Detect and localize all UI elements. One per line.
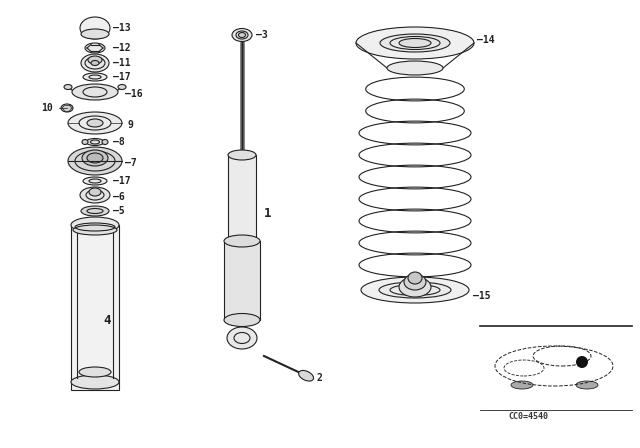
Ellipse shape [118,85,126,90]
Ellipse shape [228,150,256,160]
Text: 4: 4 [103,314,111,327]
Text: —8: —8 [113,137,125,147]
Ellipse shape [83,177,107,185]
Text: —13: —13 [113,23,131,33]
Ellipse shape [81,29,109,39]
Circle shape [576,356,588,368]
Ellipse shape [61,104,73,112]
Ellipse shape [387,61,443,75]
Ellipse shape [80,187,110,203]
Text: —11: —11 [113,58,131,68]
Text: 2: 2 [316,373,322,383]
Text: —12: —12 [113,43,131,53]
Ellipse shape [88,56,102,64]
Text: —17: —17 [113,72,131,82]
Ellipse shape [72,84,118,100]
Ellipse shape [404,274,426,290]
Ellipse shape [71,217,119,233]
Ellipse shape [79,367,111,377]
Ellipse shape [224,235,260,247]
Ellipse shape [68,147,122,175]
Text: 9: 9 [127,120,133,130]
Ellipse shape [239,33,246,38]
Ellipse shape [361,277,469,303]
Text: —15: —15 [473,291,491,301]
Ellipse shape [224,314,260,327]
Ellipse shape [227,327,257,349]
Ellipse shape [356,27,474,59]
Text: 10: 10 [41,103,53,113]
Ellipse shape [68,112,122,134]
Ellipse shape [81,206,109,216]
Bar [71,225,119,390]
Text: —7: —7 [125,158,137,168]
Ellipse shape [73,225,117,235]
Ellipse shape [89,188,101,196]
Ellipse shape [232,29,252,42]
Text: 1: 1 [264,207,271,220]
Ellipse shape [228,238,256,248]
Ellipse shape [380,34,450,52]
Text: —14: —14 [477,35,495,45]
Bar [224,241,260,320]
Text: —16: —16 [125,89,143,99]
Ellipse shape [86,138,104,146]
Ellipse shape [511,381,533,389]
Text: CC0=4540: CC0=4540 [508,412,548,421]
Bar [228,155,256,243]
Ellipse shape [87,119,103,127]
Ellipse shape [102,139,108,145]
Ellipse shape [379,282,451,298]
Ellipse shape [576,381,598,389]
Ellipse shape [408,272,422,284]
Text: —5: —5 [113,206,125,216]
Text: —3: —3 [256,30,268,40]
Ellipse shape [85,43,105,53]
Ellipse shape [87,153,103,163]
Ellipse shape [399,277,431,297]
Ellipse shape [399,39,431,47]
Ellipse shape [83,73,107,81]
Ellipse shape [299,370,314,381]
Text: —17: —17 [113,176,131,186]
Ellipse shape [64,85,72,90]
Ellipse shape [81,54,109,72]
Text: —6: —6 [113,192,125,202]
Ellipse shape [80,17,110,39]
Ellipse shape [71,375,119,389]
Ellipse shape [82,150,108,166]
Ellipse shape [91,60,99,65]
Ellipse shape [82,139,88,145]
